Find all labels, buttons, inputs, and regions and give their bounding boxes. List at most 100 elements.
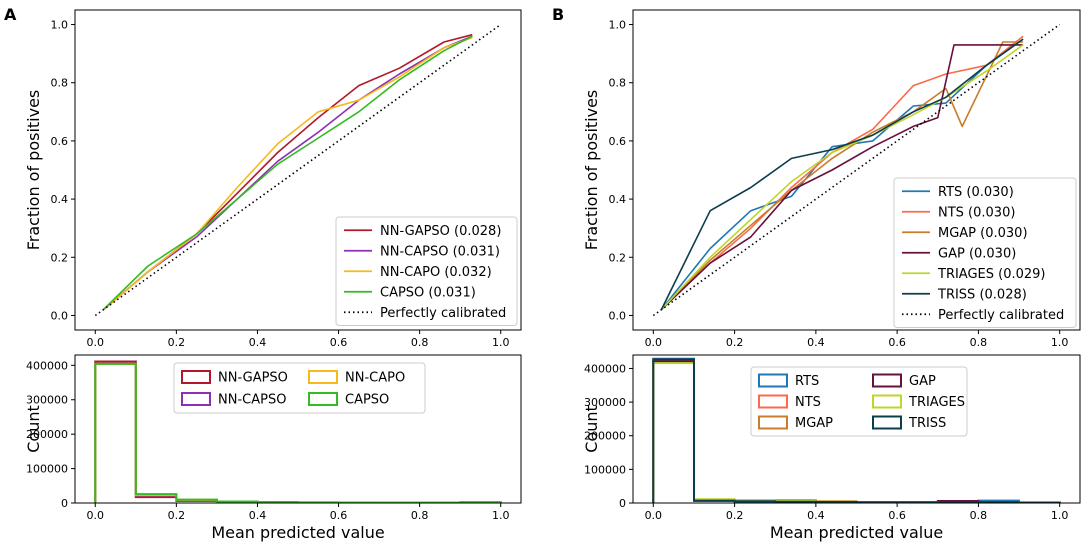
x-tick-label-a-top-5: 1.0 [492,336,510,349]
legend-label-a-bottom-capso: CAPSO [345,393,389,408]
axes-frame-b-top [632,9,1081,331]
x-tick-label-b-top-3: 0.6 [888,336,906,349]
y-tick-label-a-bottom-4: 400000 [26,359,68,372]
y-tick-label-b-top-4: 0.8 [609,77,627,90]
series-line-b-top-triages [660,44,1024,311]
x-tick-label-b-bottom-5: 1.0 [1051,509,1069,522]
x-axis-label-a-bottom: Mean predicted value [211,523,384,542]
legend-label-b-bottom-mgap: MGAP [795,416,833,431]
legend-b-top [893,177,1077,328]
series-line-a-top-nn-capso [102,35,473,311]
x-tick-label-a-bottom-3: 0.6 [330,509,348,522]
legend-label-b-bottom-triss: TRISS [908,416,946,431]
legend-label-a-top-nn-gapso: NN-GAPSO (0.028) [380,224,501,239]
legend-handle-b-bottom-gap [872,373,902,388]
legend-label-b-top-perfectly-calibrated: Perfectly calibrated [938,308,1064,323]
series-line-b-top-mgap [660,41,1024,311]
y-tick-label-a-top-5: 1.0 [51,19,69,32]
y-tick-label-a-top-2: 0.4 [51,193,69,206]
y-tick-label-b-bottom-3: 300000 [584,396,626,409]
axes-frame-a-top [74,9,522,331]
panel-b-count-histogram: 0.0 0.2 0.4 0.6 0.8 1.0 0 100000 200000 300000 400… [582,354,1081,542]
y-tick-label-a-top-0: 0.0 [51,309,69,322]
x-tick-label-a-top-1: 0.2 [168,336,186,349]
x-tick-label-b-bottom-4: 0.8 [970,509,988,522]
legend-label-b-bottom-nts: NTS [795,395,821,410]
y-tick-label-a-top-4: 0.8 [51,77,69,90]
legend-label-b-top-gap: GAP (0.030) [938,246,1016,261]
x-tick-label-b-top-5: 1.0 [1051,336,1069,349]
y-tick-label-b-bottom-1: 100000 [584,463,626,476]
x-axis-label-b-bottom: Mean predicted value [770,523,943,542]
legend-handle-b-bottom-triages [872,394,902,409]
x-tick-label-b-bottom-1: 0.2 [726,509,744,522]
x-tick-label-a-bottom-5: 1.0 [492,509,510,522]
series-line-a-top-capso [102,35,473,311]
x-tick-label-a-bottom-2: 0.4 [249,509,267,522]
legend-label-b-top-triss: TRISS (0.028) [937,287,1027,302]
legend-label-a-top-capso: CAPSO (0.031) [380,285,476,300]
legend-handle-b-bottom-nts [758,394,788,409]
histogram-step-b-bottom-triss [652,358,1061,503]
legend-label-b-top-triages: TRIAGES (0.029) [937,267,1046,282]
panel-b-letter: B [552,5,564,24]
legend-handle-a-bottom-capso [308,392,338,406]
legend-label-a-top-perfectly-calibrated: Perfectly calibrated [380,306,506,321]
legend-label-a-top-nn-capo: NN-CAPO (0.032) [380,265,492,280]
x-tick-label-a-bottom-0: 0.0 [87,509,105,522]
x-tick-label-a-top-2: 0.4 [249,336,267,349]
x-tick-label-a-top-4: 0.8 [411,336,429,349]
legend-handle-b-bottom-mgap [758,415,788,430]
axes-frame-a-bottom [74,354,522,504]
y-axis-label-a-top: Fraction of positives [24,90,43,251]
legend-label-b-top-rts: RTS (0.030) [938,185,1014,200]
x-tick-label-b-top-2: 0.4 [807,336,825,349]
x-tick-label-b-bottom-2: 0.4 [807,509,825,522]
series-line-a-top-nn-capo [102,36,473,311]
legend-a-bottom [173,362,426,414]
y-tick-label-b-top-0: 0.0 [609,309,627,322]
y-tick-label-b-bottom-2: 200000 [584,430,626,443]
y-tick-label-a-top-3: 0.6 [51,135,69,148]
y-tick-label-b-top-1: 0.2 [609,251,627,264]
panel-a-count-histogram: 0.0 0.2 0.4 0.6 0.8 1.0 0 100000 200000 300000 400… [24,354,522,542]
x-tick-label-b-bottom-3: 0.6 [888,509,906,522]
y-tick-label-a-bottom-1: 100000 [26,463,68,476]
x-tick-label-a-top-0: 0.0 [87,336,105,349]
y-axis-label-a-bottom: Count [24,405,43,453]
x-tick-label-a-bottom-1: 0.2 [168,509,186,522]
x-tick-label-b-top-0: 0.0 [645,336,663,349]
series-line-b-top-triss [660,38,1024,310]
legend-label-a-bottom-nn-capo: NN-CAPO [345,371,405,386]
legend-label-b-bottom-triages: TRIAGES [908,395,965,410]
x-tick-label-a-bottom-4: 0.8 [411,509,429,522]
x-tick-label-b-bottom-0: 0.0 [645,509,663,522]
y-tick-label-a-bottom-0: 0 [61,497,68,510]
x-tick-label-b-top-4: 0.8 [970,336,988,349]
legend-label-b-bottom-rts: RTS [795,374,819,389]
y-axis-label-b-bottom: Count [582,405,601,453]
y-tick-label-a-bottom-3: 300000 [26,394,68,407]
legend-label-a-bottom-nn-capso: NN-CAPSO [218,393,286,408]
y-tick-label-b-top-3: 0.6 [609,135,627,148]
legend-label-b-top-mgap: MGAP (0.030) [938,226,1028,241]
legend-label-b-top-nts: NTS (0.030) [938,205,1015,220]
y-tick-label-a-bottom-2: 200000 [26,428,68,441]
legend-label-a-bottom-nn-gapso: NN-GAPSO [218,371,288,386]
axes-frame-b-bottom [632,354,1081,504]
y-tick-label-b-top-2: 0.4 [609,193,627,206]
y-tick-label-b-bottom-0: 0 [619,497,626,510]
legend-a-top [335,216,518,326]
y-tick-label-b-bottom-4: 400000 [584,362,626,375]
panel-b-calibration-plot: 0.0 0.2 0.4 0.6 0.8 1.0 0.0 0.2 0.4 0.6 0.8 1.0 Frac… [582,9,1081,349]
y-axis-label-b-top: Fraction of positives [582,90,601,251]
panel-a-letter: A [4,5,17,24]
legend-handle-a-bottom-nn-gapso [181,370,211,384]
y-tick-label-b-top-5: 1.0 [609,19,627,32]
x-tick-label-b-top-1: 0.2 [726,336,744,349]
series-line-b-top-nts [660,35,1024,311]
legend-label-b-bottom-gap: GAP [909,374,936,389]
legend-b-bottom [750,366,968,437]
y-tick-label-a-top-1: 0.2 [51,251,69,264]
legend-handle-b-bottom-triss [872,415,902,430]
